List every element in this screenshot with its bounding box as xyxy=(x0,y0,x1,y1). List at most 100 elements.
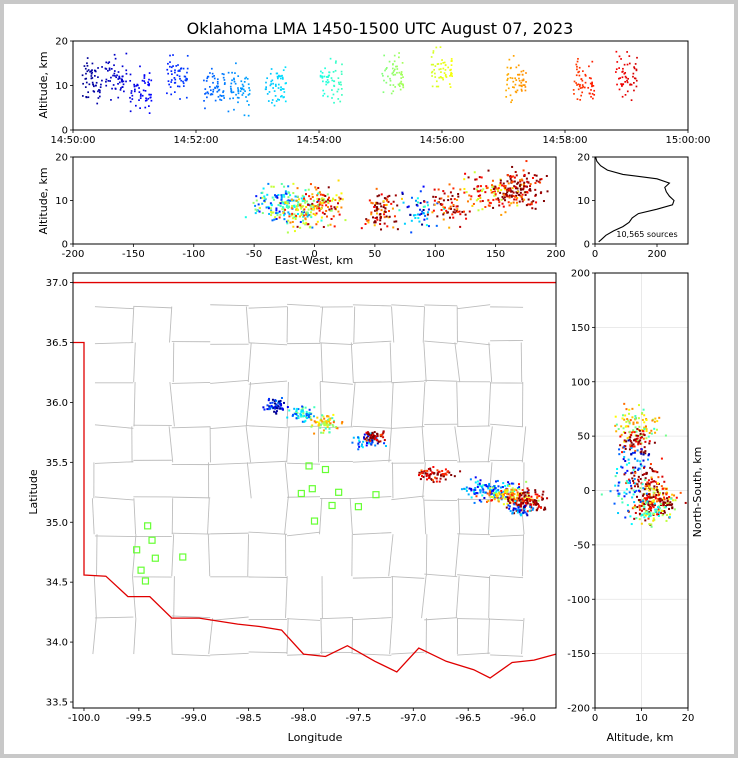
source-point xyxy=(576,84,578,86)
source-point xyxy=(301,213,304,216)
source-point xyxy=(517,181,520,184)
source-point xyxy=(584,74,587,77)
chart-title: Oklahoma LMA 1450-1500 UTC August 07, 20… xyxy=(187,19,574,38)
source-point xyxy=(299,221,302,224)
source-point xyxy=(272,211,275,214)
source-point xyxy=(90,72,93,75)
source-point xyxy=(315,188,318,191)
source-point xyxy=(398,52,400,54)
source-point xyxy=(523,173,526,176)
source-point xyxy=(663,496,666,499)
source-point xyxy=(516,491,519,494)
source-point xyxy=(242,92,245,95)
source-point xyxy=(511,490,514,493)
source-point xyxy=(437,201,440,204)
source-point xyxy=(281,74,283,77)
source-point xyxy=(483,491,486,494)
source-point xyxy=(475,199,478,202)
source-point xyxy=(630,447,633,450)
source-point xyxy=(579,98,582,101)
source-point xyxy=(645,487,648,490)
source-point xyxy=(245,76,248,79)
source-point xyxy=(368,199,371,202)
source-point xyxy=(313,432,316,435)
source-point xyxy=(516,89,519,92)
source-point xyxy=(307,413,310,416)
source-point xyxy=(651,480,654,483)
source-point xyxy=(536,496,539,499)
source-point xyxy=(296,187,299,190)
source-point xyxy=(372,216,375,219)
source-point xyxy=(532,200,535,203)
source-point xyxy=(494,487,497,490)
source-point xyxy=(372,434,375,437)
source-point xyxy=(321,75,324,78)
source-point xyxy=(374,435,377,438)
source-point xyxy=(521,497,524,500)
county-boundary xyxy=(457,340,491,346)
source-point xyxy=(119,89,122,91)
source-point xyxy=(134,104,137,107)
source-point xyxy=(280,75,282,77)
source-point xyxy=(654,470,657,473)
source-point xyxy=(381,433,384,436)
source-point xyxy=(311,424,314,427)
source-point xyxy=(622,67,624,70)
source-point xyxy=(666,502,669,505)
source-point xyxy=(509,491,512,494)
county-boundary xyxy=(284,462,290,499)
panel-frame xyxy=(594,272,689,709)
source-point xyxy=(121,65,124,68)
source-point xyxy=(643,516,646,519)
source-point xyxy=(505,194,508,197)
source-point xyxy=(643,506,646,509)
source-point xyxy=(486,485,489,488)
source-point xyxy=(636,427,639,430)
source-point xyxy=(438,68,441,71)
source-point xyxy=(508,484,511,487)
source-point xyxy=(479,479,482,482)
source-point xyxy=(653,485,656,488)
source-point xyxy=(291,205,294,208)
source-point xyxy=(366,433,369,436)
source-point xyxy=(467,493,470,496)
source-point xyxy=(630,441,633,444)
source-point xyxy=(396,71,398,74)
source-point xyxy=(323,92,326,95)
source-point xyxy=(633,451,636,454)
source-point xyxy=(653,441,656,444)
source-point xyxy=(539,178,542,181)
source-point xyxy=(648,482,651,485)
source-point xyxy=(334,207,337,210)
source-point xyxy=(433,68,436,71)
source-point xyxy=(534,194,537,197)
source-point xyxy=(632,466,635,469)
source-point xyxy=(518,499,521,502)
source-point xyxy=(223,79,226,81)
source-point xyxy=(520,90,523,92)
lma-stations xyxy=(133,462,380,585)
county-boundary xyxy=(320,618,323,655)
source-point xyxy=(643,434,646,437)
county-boundary xyxy=(391,426,425,429)
county-boundary xyxy=(207,534,211,577)
source-point xyxy=(326,95,329,98)
source-point xyxy=(665,514,668,517)
source-point xyxy=(477,198,480,201)
source-point xyxy=(516,511,519,514)
source-point xyxy=(121,86,124,88)
source-point xyxy=(644,440,647,443)
source-point xyxy=(237,75,240,77)
source-point xyxy=(296,412,299,415)
source-point xyxy=(649,502,652,505)
source-point xyxy=(148,105,150,107)
source-point xyxy=(432,466,435,469)
source-point xyxy=(437,85,440,88)
y-tick-label: 0 xyxy=(584,240,590,251)
source-point xyxy=(443,207,446,210)
source-point xyxy=(499,179,502,182)
source-point xyxy=(326,423,329,426)
source-point xyxy=(425,473,428,476)
source-point xyxy=(545,174,548,177)
source-point xyxy=(388,60,391,63)
